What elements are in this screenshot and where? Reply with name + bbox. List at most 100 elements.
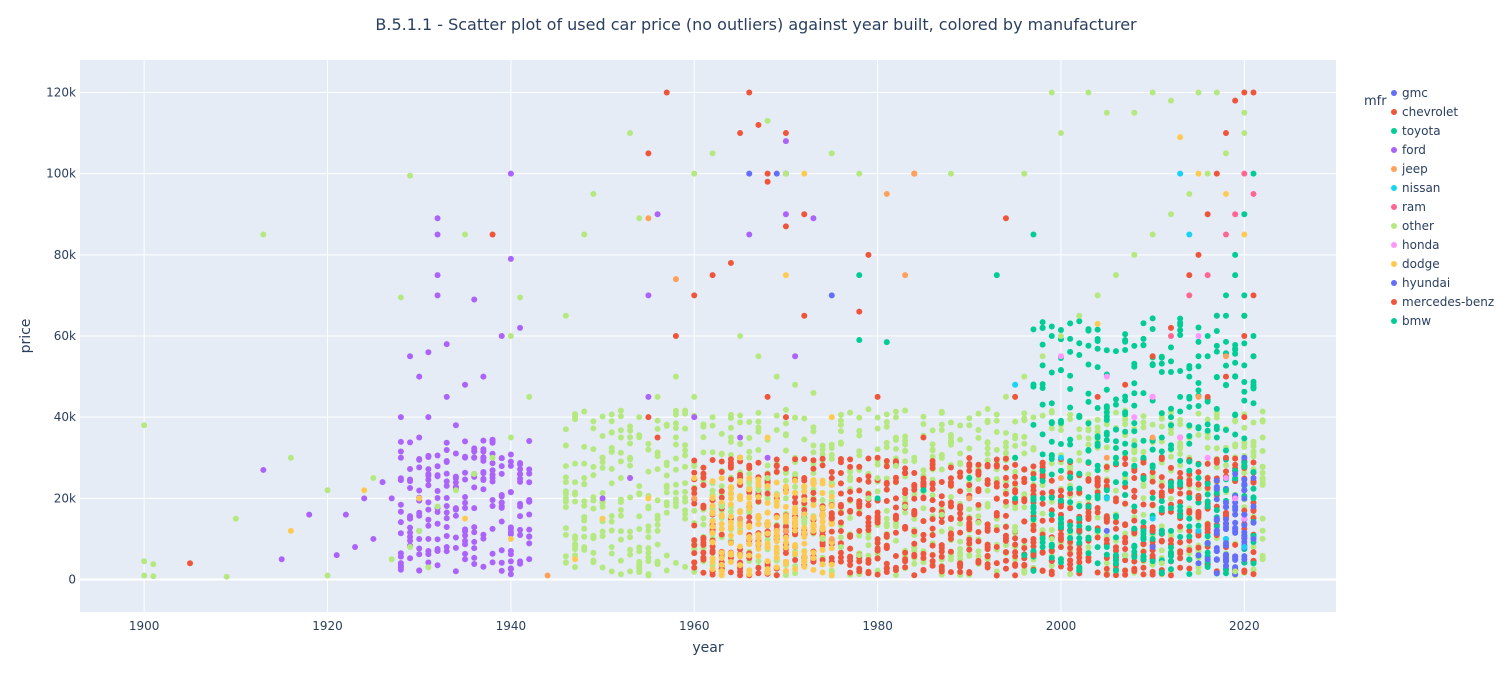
legend-marker-honda[interactable] bbox=[1391, 242, 1397, 248]
y-axis-title: price bbox=[18, 319, 34, 354]
dense-point bbox=[654, 521, 661, 528]
dense-point bbox=[1112, 487, 1119, 494]
legend-marker-dodge[interactable] bbox=[1391, 261, 1397, 267]
legend-marker-ram[interactable] bbox=[1391, 204, 1397, 210]
dense-point bbox=[471, 561, 478, 568]
dense-point bbox=[691, 537, 698, 544]
point-other bbox=[1204, 170, 1211, 177]
dense-point bbox=[452, 506, 459, 513]
legend-item-nissan[interactable]: nissan bbox=[1402, 181, 1440, 195]
dense-point bbox=[1030, 509, 1037, 516]
point-jeep bbox=[883, 190, 890, 197]
dense-point bbox=[1112, 572, 1119, 579]
dense-point bbox=[1094, 514, 1101, 521]
point-hyundai bbox=[1232, 503, 1239, 510]
dense-point bbox=[1094, 462, 1101, 469]
dense-point bbox=[1067, 490, 1074, 497]
dense-point bbox=[1213, 507, 1220, 514]
dense-point bbox=[1140, 540, 1147, 547]
dense-point bbox=[498, 559, 505, 566]
legend-marker-chevrolet[interactable] bbox=[1391, 109, 1397, 115]
dense-point bbox=[1067, 571, 1074, 578]
dense-point bbox=[892, 458, 899, 465]
legend-item-bmw[interactable]: bmw bbox=[1402, 314, 1431, 328]
point-chevrolet bbox=[1195, 251, 1202, 258]
legend-marker-ford[interactable] bbox=[1391, 147, 1397, 153]
legend-marker-toyota[interactable] bbox=[1391, 128, 1397, 134]
dense-point bbox=[691, 550, 698, 557]
dense-point bbox=[957, 450, 964, 457]
legend-marker-bmw[interactable] bbox=[1391, 318, 1397, 324]
point-hyundai bbox=[1241, 511, 1248, 518]
dense-point bbox=[1103, 386, 1110, 393]
point-other bbox=[682, 515, 689, 522]
dense-point bbox=[1067, 404, 1074, 411]
dense-point bbox=[1021, 498, 1028, 505]
dense-point bbox=[1039, 459, 1046, 466]
point-other bbox=[792, 471, 799, 477]
legend-item-honda[interactable]: honda bbox=[1402, 238, 1440, 252]
legend-marker-gmc[interactable] bbox=[1391, 90, 1397, 96]
legend-item-other[interactable]: other bbox=[1402, 219, 1434, 233]
legend-item-toyota[interactable]: toyota bbox=[1402, 124, 1441, 138]
legend-item-gmc[interactable]: gmc bbox=[1402, 86, 1428, 100]
dense-point bbox=[957, 505, 964, 512]
point-hyundai bbox=[1213, 548, 1220, 555]
dense-point bbox=[1158, 498, 1165, 505]
dense-point bbox=[1085, 525, 1092, 532]
legend-marker-mercedes-benz[interactable] bbox=[1391, 299, 1397, 305]
legend-item-ram[interactable]: ram bbox=[1402, 200, 1426, 214]
dense-point bbox=[1076, 523, 1083, 530]
y-tick-label: 120k bbox=[46, 85, 76, 99]
legend-marker-hyundai[interactable] bbox=[1391, 280, 1397, 286]
dense-point bbox=[489, 467, 496, 474]
point-chevrolet bbox=[1057, 544, 1064, 551]
dense-point bbox=[425, 466, 432, 473]
dense-point bbox=[1076, 457, 1083, 464]
point-mercedes-benz bbox=[1103, 515, 1110, 522]
dense-point bbox=[773, 523, 780, 530]
legend-marker-jeep[interactable] bbox=[1391, 166, 1397, 172]
dense-point bbox=[1149, 315, 1156, 322]
legend-marker-other[interactable] bbox=[1391, 223, 1397, 229]
dense-point bbox=[1250, 566, 1257, 573]
dense-point bbox=[837, 558, 844, 565]
dense-point bbox=[792, 556, 799, 563]
dense-point bbox=[462, 494, 469, 501]
legend-item-mercedes-benz[interactable]: mercedes-benz bbox=[1402, 295, 1494, 309]
point-hyundai bbox=[1222, 540, 1229, 546]
dense-point bbox=[443, 509, 450, 516]
dense-point bbox=[856, 558, 863, 565]
dense-point bbox=[837, 490, 844, 497]
legend-item-dodge[interactable]: dodge bbox=[1402, 257, 1440, 271]
dense-point bbox=[938, 426, 945, 433]
dense-point bbox=[984, 564, 991, 571]
dense-point bbox=[1213, 348, 1220, 355]
dense-point bbox=[1122, 428, 1129, 435]
legend-item-ford[interactable]: ford bbox=[1402, 143, 1426, 157]
dense-point bbox=[407, 555, 414, 562]
legend-marker-nissan[interactable] bbox=[1391, 185, 1397, 191]
dense-point bbox=[599, 432, 606, 439]
dense-point bbox=[700, 504, 707, 511]
dense-point bbox=[1140, 320, 1147, 327]
point-other bbox=[1149, 89, 1156, 96]
dense-point bbox=[590, 472, 597, 479]
dense-point bbox=[434, 547, 441, 554]
dense-point bbox=[883, 439, 890, 446]
dense-point bbox=[1213, 517, 1220, 524]
point-other bbox=[150, 561, 157, 568]
dense-point bbox=[1048, 455, 1055, 462]
dense-point bbox=[1177, 417, 1184, 424]
dense-point bbox=[883, 411, 890, 418]
point-chevrolet bbox=[947, 503, 954, 510]
dense-point bbox=[590, 549, 597, 556]
dense-point bbox=[874, 545, 881, 552]
point-other bbox=[691, 393, 698, 400]
dense-point bbox=[1140, 424, 1147, 431]
legend-item-jeep[interactable]: jeep bbox=[1401, 162, 1428, 176]
dense-point bbox=[746, 500, 753, 507]
legend-item-hyundai[interactable]: hyundai bbox=[1402, 276, 1450, 290]
legend-item-chevrolet[interactable]: chevrolet bbox=[1402, 105, 1458, 119]
dense-point bbox=[1241, 495, 1248, 502]
